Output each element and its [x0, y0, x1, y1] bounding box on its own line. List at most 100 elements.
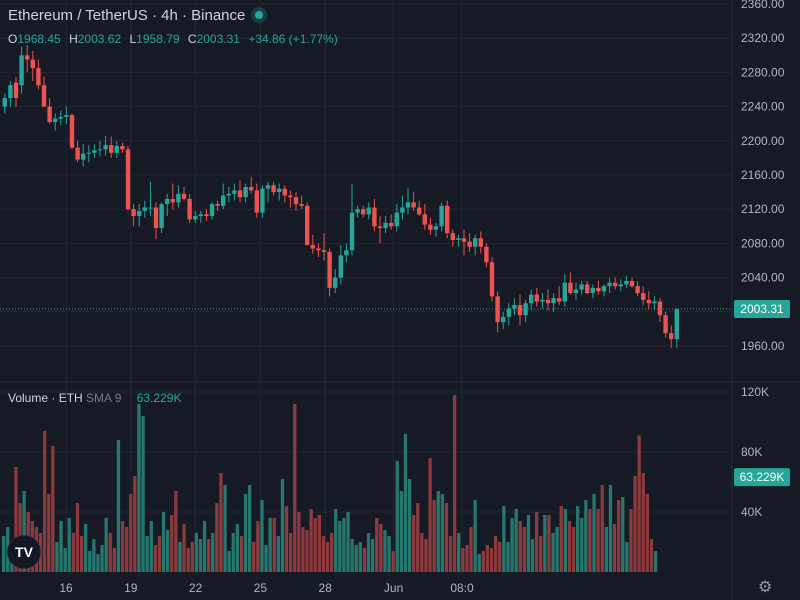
volume-bar — [567, 521, 572, 572]
volume-bar — [211, 533, 215, 572]
candle-body — [159, 204, 164, 229]
candle-body — [601, 286, 607, 292]
volume-bar — [235, 524, 239, 572]
volume-bar — [461, 548, 465, 572]
candle-body — [540, 299, 545, 302]
volume-bar — [170, 515, 174, 572]
last-price-text: 2003.31 — [740, 302, 784, 316]
volume-bar — [276, 536, 280, 572]
volume-bar — [305, 530, 309, 572]
candle-body — [545, 299, 551, 304]
volume-value-label: 63.229K — [734, 468, 790, 487]
time-tick-label: 19 — [124, 581, 138, 595]
volume-bar — [116, 440, 121, 572]
candlesticks — [2, 45, 679, 348]
volume-bar — [149, 521, 153, 572]
volume-bar — [584, 500, 588, 572]
candle-body — [361, 209, 366, 215]
close-key: C — [187, 32, 197, 46]
candle-body — [137, 210, 142, 217]
volume-bar — [563, 509, 567, 572]
candle-body — [58, 116, 63, 119]
volume-bar — [330, 533, 334, 572]
symbol-title[interactable]: Ethereum / TetherUS · 4h · Binance — [8, 7, 246, 24]
candle-body — [226, 193, 231, 196]
volume-bar — [174, 491, 178, 572]
volume-bar — [202, 521, 207, 572]
volume-bar — [612, 524, 617, 572]
volume-bar — [518, 521, 522, 572]
volume-axis[interactable]: 120K 80K 40K — [741, 385, 769, 519]
candle-body — [657, 301, 663, 316]
candle-body — [624, 281, 629, 285]
open-key: O — [8, 32, 18, 46]
volume-bar — [637, 435, 641, 572]
volume-bar — [535, 512, 539, 572]
symbol-header[interactable]: Ethereum / TetherUS · 4h · Binance — [8, 7, 264, 24]
volume-bar — [600, 485, 604, 572]
volume-bar — [412, 515, 416, 572]
candle-body — [495, 296, 500, 323]
volume-bar — [248, 485, 252, 572]
volume-bar — [59, 521, 63, 572]
price-axis[interactable]: 2360.00 2320.00 2280.00 2240.00 2200.00 2160.… — [741, 0, 785, 353]
volume-bar — [96, 554, 100, 572]
volume-bar — [125, 527, 129, 572]
volume-bar — [576, 506, 580, 572]
volume-bar — [604, 527, 608, 572]
volume-bar — [47, 494, 51, 572]
candle-body — [501, 316, 506, 323]
time-tick-label: 22 — [189, 581, 203, 595]
candle-body — [181, 193, 187, 199]
volume-legend[interactable]: Volume · ETH SMA 9 63.229K — [8, 391, 181, 405]
price-tick-label: 2200.00 — [741, 134, 785, 148]
candle-body — [299, 204, 304, 206]
candle-body — [568, 282, 573, 293]
price-tick-label: 2080.00 — [741, 236, 785, 250]
volume-value-tag — [734, 468, 790, 487]
volume-bar — [477, 554, 481, 572]
candle-body — [41, 85, 47, 107]
market-open-icon — [255, 11, 264, 20]
tradingview-logo-icon[interactable]: TV — [7, 535, 41, 569]
volume-bar — [186, 548, 190, 572]
volume-bar — [371, 539, 375, 572]
volume-bar — [465, 545, 469, 572]
volume-bar — [571, 527, 576, 572]
candle-body — [165, 198, 170, 205]
volume-bar — [231, 533, 235, 572]
volume-bar — [543, 515, 547, 572]
candle-body — [389, 222, 394, 227]
volume-bar — [190, 542, 194, 572]
candle-body — [8, 85, 13, 99]
candle-body — [47, 106, 52, 122]
volume-bar — [55, 542, 59, 572]
volume-bar — [514, 509, 518, 572]
volume-bar — [297, 512, 301, 572]
volume-bar — [67, 518, 71, 572]
volume-tick-label: 120K — [741, 385, 769, 399]
volume-bar — [2, 536, 6, 572]
candle-body — [69, 115, 75, 148]
volume-bar — [592, 494, 596, 572]
volume-bar — [481, 551, 485, 572]
volume-bar — [141, 416, 145, 572]
volume-bar — [272, 518, 276, 572]
volume-bar — [547, 515, 551, 572]
candle-body — [433, 226, 439, 230]
volume-bar — [342, 518, 346, 572]
low-value: 1958.79 — [136, 32, 180, 46]
time-tick-label: 08:0 — [450, 581, 474, 595]
candle-body — [142, 207, 147, 211]
candle-body — [607, 282, 612, 287]
candle-body — [198, 214, 203, 217]
gear-icon[interactable]: ⚙ — [758, 579, 773, 596]
time-axis[interactable]: 16 19 22 25 28 Jun 08:0 — [59, 581, 474, 595]
candle-body — [316, 248, 321, 251]
high-value: 2003.62 — [77, 32, 122, 46]
volume-bar — [530, 539, 535, 572]
volume-bar — [325, 542, 330, 572]
candle-body — [473, 238, 478, 247]
candle-body — [517, 304, 523, 316]
